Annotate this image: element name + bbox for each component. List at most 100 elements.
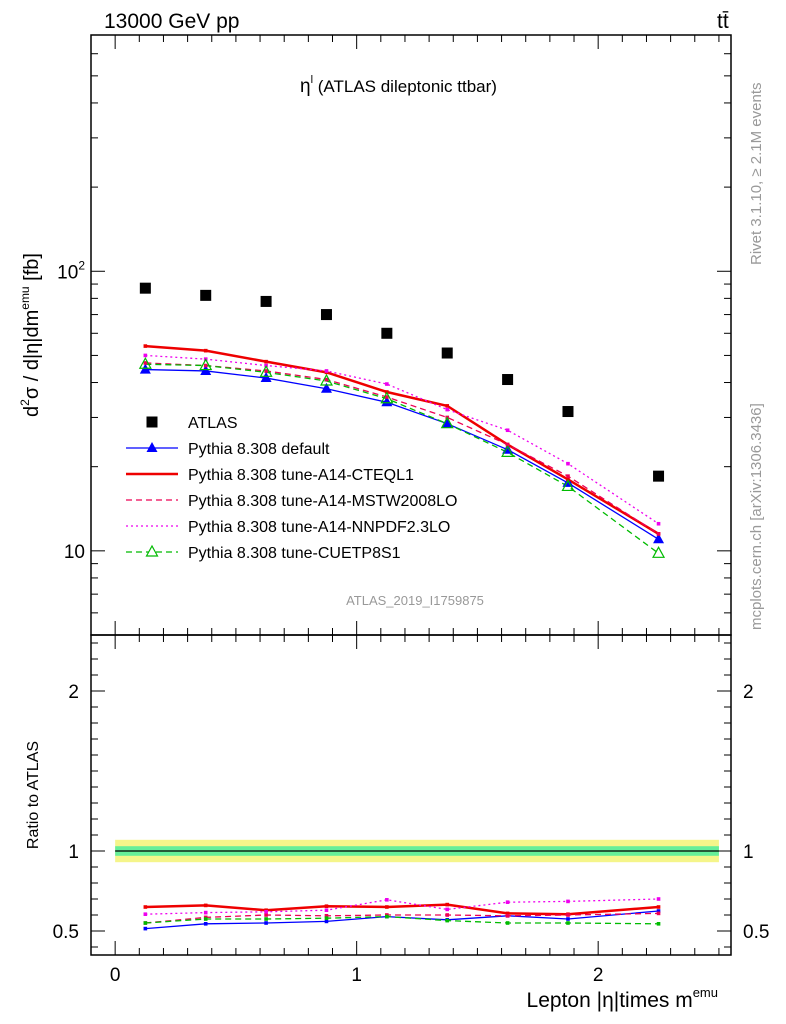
- main-series-line: [145, 354, 659, 525]
- data-point: [385, 395, 389, 399]
- main-y-tick-labels: 10 102: [57, 258, 85, 563]
- legend-label: Pythia 8.308 tune-CUETP8S1: [188, 545, 401, 562]
- title-eta: η: [300, 76, 311, 97]
- data-point: [505, 428, 510, 433]
- ratio-y-tick-label-right: 2: [743, 682, 754, 703]
- ratio-tick-labels: 0.5 0.5 1 1 2 2 0 1 2: [53, 682, 770, 986]
- legend-item: Pythia 8.308 default: [126, 441, 330, 458]
- y-tick-label: 102: [57, 258, 85, 283]
- data-point: [319, 373, 333, 386]
- data-point: [203, 348, 208, 353]
- ratio-point: [566, 913, 570, 917]
- x-axis-label: Lepton |η|times memu: [527, 985, 718, 1012]
- data-point: [566, 461, 570, 466]
- data-point: [381, 396, 393, 407]
- data-point: [260, 372, 272, 383]
- data-point: [143, 344, 148, 348]
- data-point: [320, 309, 332, 321]
- title-rest: (ATLAS dileptonic ttbar): [313, 77, 497, 96]
- ratio-point: [385, 914, 389, 919]
- ratio-y-tick-label-left: 2: [68, 682, 79, 703]
- x-tick-label: 1: [351, 965, 362, 986]
- ratio-point: [264, 913, 268, 917]
- data-point: [445, 407, 450, 412]
- data-point: [656, 532, 661, 536]
- data-point: [445, 404, 450, 408]
- ratio-point: [445, 918, 450, 923]
- ratio-point: [385, 905, 389, 909]
- data-point: [138, 356, 152, 369]
- data-point: [441, 347, 453, 359]
- ratio-point: [445, 902, 450, 907]
- ratio-point: [656, 909, 661, 913]
- ratio-point: [324, 904, 329, 908]
- legend-label: Pythia 8.308 tune-A14-NNPDF2.3LO: [188, 519, 450, 536]
- main-frame: [90, 34, 732, 636]
- ratio-point: [143, 921, 148, 925]
- legend-marker: [145, 544, 159, 557]
- ratio-y-tick-label-left: 1: [68, 842, 79, 863]
- ratio-point: [656, 911, 661, 916]
- ratio-point: [203, 903, 208, 908]
- ratio-point: [445, 907, 450, 912]
- data-point: [320, 382, 332, 393]
- ratio-point: [566, 899, 570, 904]
- data-point: [566, 474, 570, 478]
- ratio-y-tick-label-left: 0.5: [53, 922, 79, 943]
- main-axis-ticks: [91, 34, 731, 636]
- data-point: [259, 365, 273, 377]
- data-point: [652, 546, 666, 558]
- data-point: [264, 369, 268, 373]
- legend-label: Pythia 8.308 tune-A14-CTEQL1: [188, 467, 414, 484]
- x-tick-label: 0: [110, 965, 121, 986]
- data-point: [139, 282, 151, 294]
- ratio-y-tick-label-right: 0.5: [743, 922, 769, 943]
- legend-marker: [146, 416, 158, 428]
- ratio-point: [385, 898, 389, 902]
- ratio-point: [566, 921, 570, 925]
- y-tick-label: 10: [64, 542, 85, 563]
- main-y-axis-label: d2σ / d|η|dmemu [fb]: [18, 253, 43, 417]
- ratio-series-line: [145, 898, 659, 915]
- ratio-series-lines: [143, 897, 661, 931]
- ratio-point: [324, 916, 329, 920]
- ratio-point: [656, 905, 661, 909]
- ratio-point: [264, 917, 268, 921]
- x-tick-label: 2: [593, 965, 604, 986]
- ratio-y-axis-label: Ratio to ATLAS: [25, 741, 42, 849]
- data-point: [143, 361, 148, 365]
- data-point: [656, 521, 661, 526]
- ratio-point: [445, 913, 450, 917]
- watermark-analysis-id: ATLAS_2019_I1759875: [346, 593, 484, 608]
- data-point: [381, 327, 393, 339]
- data-point: [203, 363, 208, 368]
- ratio-point: [566, 917, 570, 921]
- title-sup: l: [311, 74, 313, 86]
- main-series-markers: [138, 282, 666, 558]
- data-point: [441, 417, 453, 428]
- data-point: [199, 358, 213, 371]
- data-point: [264, 359, 268, 364]
- ratio-point: [203, 917, 208, 921]
- legend-item: Pythia 8.308 tune-A14-NNPDF2.3LO: [126, 519, 450, 536]
- ratio-point: [203, 922, 208, 926]
- legend-item: Pythia 8.308 tune-A14-MSTW2008LO: [126, 493, 457, 510]
- data-point: [385, 382, 389, 386]
- ratio-axis-ticks: [91, 635, 731, 955]
- svg-text:d2σ / d|η|dmemu [fb]: d2σ / d|η|dmemu [fb]: [18, 253, 43, 417]
- ratio-frame: [90, 634, 732, 956]
- data-point: [324, 369, 329, 373]
- data-point: [324, 377, 329, 382]
- legend-marker: [146, 442, 158, 452]
- legend-item: Pythia 8.308 tune-CUETP8S1: [126, 544, 401, 562]
- ratio-point: [264, 910, 268, 914]
- data-point: [653, 533, 665, 544]
- ratio-point: [143, 905, 148, 909]
- data-point: [502, 374, 514, 386]
- process-label: tt̄: [717, 10, 729, 33]
- mcplots-label: mcplots.cern.ch [arXiv:1306.3436]: [748, 403, 765, 630]
- data-point: [380, 391, 394, 404]
- energy-label: 13000 GeV pp: [104, 10, 239, 33]
- ratio-panel: Ratio to ATLAS 0.5 0.5 1 1 2 2 0 1 2 Lepton |η|t…: [25, 634, 770, 1012]
